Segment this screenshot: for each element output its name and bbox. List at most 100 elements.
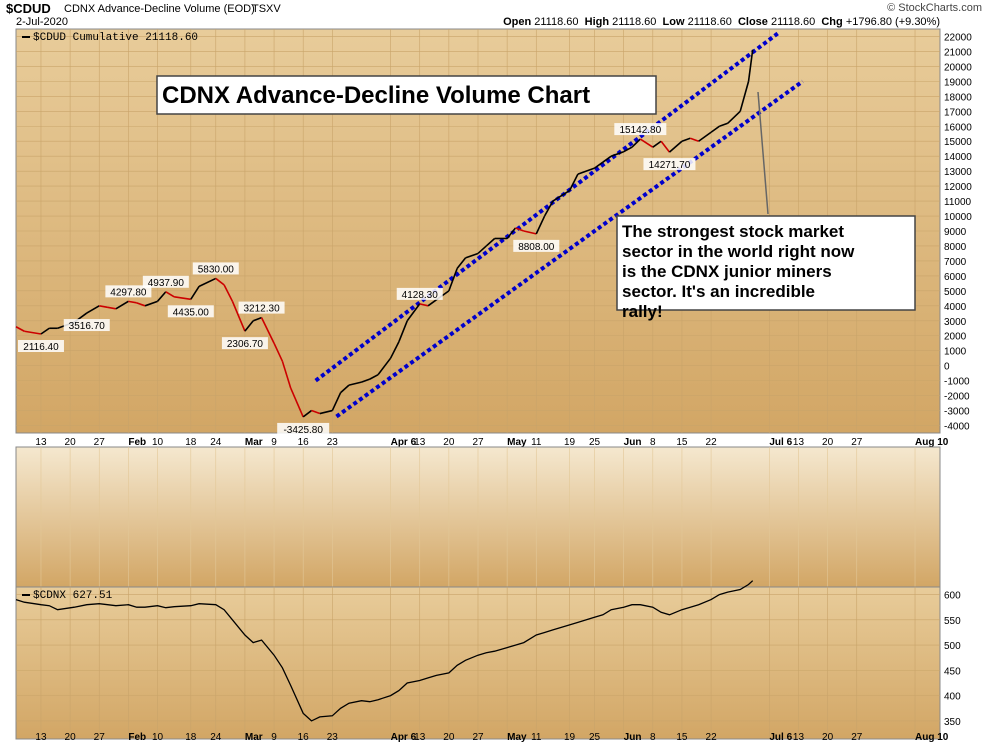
series-segment bbox=[252, 316, 262, 322]
annotation-box bbox=[221, 337, 268, 350]
x-tick-label: 13 bbox=[414, 732, 426, 743]
y-tick-label: 10000 bbox=[944, 212, 972, 223]
series-segment bbox=[144, 300, 158, 307]
stockcharts-logo: © StockCharts.com bbox=[887, 2, 982, 14]
annotation-label: 4435.00 bbox=[173, 307, 210, 318]
x-tick-label: 11 bbox=[531, 732, 542, 743]
series-segment bbox=[15, 326, 25, 332]
series-segment bbox=[427, 299, 437, 307]
annotation-box bbox=[396, 287, 443, 300]
y-tick-label: 7000 bbox=[944, 257, 967, 268]
series-segment bbox=[419, 303, 429, 307]
series-segment bbox=[319, 409, 333, 415]
x-tick-label: 13 bbox=[35, 732, 47, 743]
x-tick-label: 19 bbox=[564, 437, 576, 448]
cdnx-line bbox=[15, 580, 754, 722]
x-tick-label: Feb bbox=[128, 732, 146, 743]
series-segment bbox=[389, 341, 400, 359]
y-tick-label: 13000 bbox=[944, 167, 972, 178]
series-segment bbox=[24, 330, 42, 335]
annotation-label: 3212.30 bbox=[243, 304, 280, 315]
y-tick-label: 2000 bbox=[944, 332, 967, 343]
series-segment bbox=[86, 305, 100, 314]
panel3-y-axis: 350 400 450 500 550 600 bbox=[944, 591, 961, 728]
y-tick-label: 17000 bbox=[944, 107, 972, 118]
series-segment bbox=[448, 268, 458, 292]
x-tick-label: 13 bbox=[35, 437, 47, 448]
x-tick-label: 27 bbox=[851, 437, 863, 448]
y-tick-label: 500 bbox=[944, 641, 961, 652]
series-segment bbox=[631, 138, 641, 148]
x-tick-label: Apr 6 bbox=[391, 732, 417, 743]
series-segment bbox=[165, 291, 175, 298]
description: CDNX Advance-Decline Volume (EOD) bbox=[64, 3, 255, 15]
trend-channel bbox=[314, 31, 804, 419]
x-tick-label: 18 bbox=[185, 437, 197, 448]
series-segment bbox=[610, 150, 624, 157]
y-tick-label: 12000 bbox=[944, 182, 972, 193]
exchange: TSXV bbox=[252, 3, 281, 15]
annotation-box bbox=[167, 305, 214, 318]
series-segment bbox=[594, 161, 604, 169]
cdnx-series-line bbox=[15, 580, 754, 722]
ohlc-readout: Open 21118.60 High 21118.60 Low 21118.60… bbox=[503, 16, 940, 28]
series-segment bbox=[99, 305, 108, 309]
series-segment bbox=[107, 306, 117, 310]
y-tick-label: 21000 bbox=[944, 47, 972, 58]
series-segment bbox=[477, 245, 487, 255]
x-tick-label: 25 bbox=[589, 732, 601, 743]
series-segment bbox=[689, 137, 699, 142]
y-tick-label: 9000 bbox=[944, 227, 967, 238]
series-segment bbox=[289, 387, 304, 418]
series-segment bbox=[515, 227, 525, 232]
series-segment bbox=[398, 320, 408, 343]
chart-header: $CDUD CDNX Advance-Decline Volume (EOD) … bbox=[0, 0, 990, 30]
series-segment bbox=[698, 131, 712, 142]
series-segment bbox=[710, 125, 720, 133]
annotation-label: 4128.30 bbox=[402, 290, 439, 301]
series-segment bbox=[331, 392, 342, 411]
series-segment bbox=[156, 291, 167, 302]
series-segment bbox=[174, 296, 191, 301]
series-segment bbox=[552, 189, 570, 202]
x-tick-label: 15 bbox=[676, 437, 688, 448]
annotation-box bbox=[643, 158, 696, 171]
x-tick-label: 20 bbox=[822, 732, 834, 743]
y-tick-label: 350 bbox=[944, 717, 961, 728]
y-tick-label: 3000 bbox=[944, 317, 967, 328]
x-tick-label: 20 bbox=[65, 437, 77, 448]
annotation-box bbox=[238, 301, 285, 314]
annotation-label: 8808.00 bbox=[518, 242, 555, 253]
annotation-box bbox=[277, 422, 330, 435]
annotation-label: 15142.80 bbox=[619, 125, 661, 136]
annotation-box bbox=[513, 239, 560, 252]
x-tick-label: 20 bbox=[443, 732, 455, 743]
y-tick-label: 550 bbox=[944, 616, 961, 627]
annotation-label: 5830.00 bbox=[198, 264, 235, 275]
x-tick-label: Apr 6 bbox=[391, 437, 417, 448]
y-tick-label: 20000 bbox=[944, 62, 972, 73]
x-tick-label: Jun bbox=[624, 437, 642, 448]
series-segment bbox=[602, 155, 612, 163]
y-tick-label: -2000 bbox=[944, 392, 970, 403]
x-tick-label: 25 bbox=[589, 437, 601, 448]
chart-title: CDNX Advance-Decline Volume Chart bbox=[162, 82, 590, 109]
annotation-label: 4297.80 bbox=[110, 287, 147, 298]
x-tick-label: 8 bbox=[650, 437, 656, 448]
series-segment bbox=[456, 257, 467, 269]
annotation-label: -3425.80 bbox=[283, 425, 323, 436]
y-tick-label: 18000 bbox=[944, 92, 972, 103]
y-tick-label: 450 bbox=[944, 666, 961, 677]
annotation-box bbox=[142, 275, 189, 288]
series-segment bbox=[340, 384, 350, 394]
x-tick-label: 27 bbox=[94, 732, 106, 743]
x-tick-label: 22 bbox=[706, 437, 718, 448]
y-tick-label: 400 bbox=[944, 692, 961, 703]
series-segment bbox=[244, 320, 254, 332]
annotation-label: 4937.90 bbox=[148, 278, 185, 289]
x-tick-label: 8 bbox=[650, 732, 656, 743]
panel3-x-axis: 13 20 27 Feb 10 18 24 Mar 9 16 23 Apr 613 20 27 May 11 1… bbox=[35, 732, 948, 743]
panel1-legend: $CDUD Cumulative 21118.60 bbox=[22, 32, 198, 44]
